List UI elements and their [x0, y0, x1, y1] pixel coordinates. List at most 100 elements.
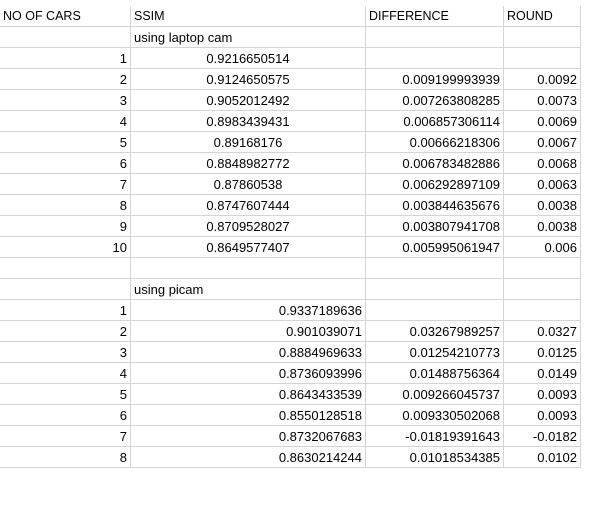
- table-row: 1 0.9216650514: [0, 48, 598, 69]
- table-row: 5 0.8643433539 0.009266045737 0.0093: [0, 384, 598, 405]
- cell-round[interactable]: 0.0038: [504, 195, 581, 216]
- cell-empty[interactable]: [0, 258, 131, 279]
- cell-no-of-cars[interactable]: 3: [0, 342, 131, 363]
- section-label[interactable]: using laptop cam: [131, 27, 366, 48]
- cell-difference[interactable]: 0.009330502068: [366, 405, 504, 426]
- cell-no-of-cars[interactable]: 7: [0, 426, 131, 447]
- cell-difference[interactable]: 0.009266045737: [366, 384, 504, 405]
- cell-round[interactable]: 0.0327: [504, 321, 581, 342]
- cell-round[interactable]: 0.0068: [504, 153, 581, 174]
- cell-round[interactable]: -0.0182: [504, 426, 581, 447]
- cell-ssim[interactable]: 0.8550128518: [131, 405, 366, 426]
- header-round[interactable]: ROUND: [504, 6, 581, 27]
- cell-ssim[interactable]: 0.8983439431: [131, 111, 366, 132]
- table-row: 6 0.8848982772 0.006783482886 0.0068: [0, 153, 598, 174]
- table-row: 8 0.8630214244 0.01018534385 0.0102: [0, 447, 598, 468]
- cell-difference[interactable]: 0.006783482886: [366, 153, 504, 174]
- table-row: 3 0.8884969633 0.01254210773 0.0125: [0, 342, 598, 363]
- cell-no-of-cars[interactable]: 8: [0, 447, 131, 468]
- cell-difference[interactable]: [366, 300, 504, 321]
- cell-round[interactable]: 0.0093: [504, 384, 581, 405]
- cell-difference[interactable]: 0.01488756364: [366, 363, 504, 384]
- cell-ssim[interactable]: 0.8884969633: [131, 342, 366, 363]
- cell-difference[interactable]: 0.009199993939: [366, 69, 504, 90]
- cell-round[interactable]: [504, 300, 581, 321]
- cell-difference[interactable]: [366, 48, 504, 69]
- cell-ssim[interactable]: 0.89168176: [131, 132, 366, 153]
- cell-no-of-cars[interactable]: 1: [0, 48, 131, 69]
- cell-no-of-cars[interactable]: 6: [0, 405, 131, 426]
- cell-ssim[interactable]: 0.8649577407: [131, 237, 366, 258]
- cell-round[interactable]: 0.0092: [504, 69, 581, 90]
- cell-no-of-cars[interactable]: 1: [0, 300, 131, 321]
- cell-ssim[interactable]: 0.9337189636: [131, 300, 366, 321]
- cell-round[interactable]: [504, 48, 581, 69]
- table-row: 2 0.9124650575 0.009199993939 0.0092: [0, 69, 598, 90]
- cell-round[interactable]: 0.006: [504, 237, 581, 258]
- cell-empty[interactable]: [504, 27, 581, 48]
- cell-ssim[interactable]: 0.8747607444: [131, 195, 366, 216]
- cell-no-of-cars[interactable]: 3: [0, 90, 131, 111]
- cell-empty[interactable]: [504, 258, 581, 279]
- table-row: 8 0.8747607444 0.003844635676 0.0038: [0, 195, 598, 216]
- cell-ssim[interactable]: 0.8643433539: [131, 384, 366, 405]
- cell-ssim[interactable]: 0.9052012492: [131, 90, 366, 111]
- cell-round[interactable]: 0.0125: [504, 342, 581, 363]
- cell-ssim[interactable]: 0.8709528027: [131, 216, 366, 237]
- cell-round[interactable]: 0.0063: [504, 174, 581, 195]
- cell-empty[interactable]: [0, 27, 131, 48]
- table-row: 4 0.8983439431 0.006857306114 0.0069: [0, 111, 598, 132]
- cell-difference[interactable]: 0.00666218306: [366, 132, 504, 153]
- cell-no-of-cars[interactable]: 7: [0, 174, 131, 195]
- cell-no-of-cars[interactable]: 5: [0, 132, 131, 153]
- cell-difference[interactable]: 0.006857306114: [366, 111, 504, 132]
- table-row: 7 0.8732067683 -0.01819391643 -0.0182: [0, 426, 598, 447]
- cell-difference[interactable]: 0.03267989257: [366, 321, 504, 342]
- cell-ssim[interactable]: 0.8848982772: [131, 153, 366, 174]
- cell-empty[interactable]: [131, 258, 366, 279]
- cell-ssim[interactable]: 0.8736093996: [131, 363, 366, 384]
- header-ssim[interactable]: SSIM: [131, 6, 366, 27]
- cell-difference[interactable]: 0.01018534385: [366, 447, 504, 468]
- cell-difference[interactable]: -0.01819391643: [366, 426, 504, 447]
- cell-round[interactable]: 0.0102: [504, 447, 581, 468]
- cell-difference[interactable]: 0.003807941708: [366, 216, 504, 237]
- section-label-row: using laptop cam: [0, 27, 598, 48]
- cell-ssim[interactable]: 0.87860538: [131, 174, 366, 195]
- cell-no-of-cars[interactable]: 6: [0, 153, 131, 174]
- cell-empty[interactable]: [366, 279, 504, 300]
- cell-no-of-cars[interactable]: 8: [0, 195, 131, 216]
- cell-empty[interactable]: [504, 279, 581, 300]
- cell-difference[interactable]: 0.003844635676: [366, 195, 504, 216]
- cell-ssim[interactable]: 0.9216650514: [131, 48, 366, 69]
- cell-round[interactable]: 0.0093: [504, 405, 581, 426]
- cell-difference[interactable]: 0.01254210773: [366, 342, 504, 363]
- cell-ssim[interactable]: 0.901039071: [131, 321, 366, 342]
- cell-no-of-cars[interactable]: 9: [0, 216, 131, 237]
- header-no-of-cars[interactable]: NO OF CARS: [0, 6, 131, 27]
- cell-round[interactable]: 0.0067: [504, 132, 581, 153]
- cell-round[interactable]: 0.0073: [504, 90, 581, 111]
- cell-empty[interactable]: [366, 258, 504, 279]
- header-difference[interactable]: DIFFERENCE: [366, 6, 504, 27]
- cell-difference[interactable]: 0.005995061947: [366, 237, 504, 258]
- cell-difference[interactable]: 0.007263808285: [366, 90, 504, 111]
- cell-no-of-cars[interactable]: 2: [0, 321, 131, 342]
- cell-ssim[interactable]: 0.8630214244: [131, 447, 366, 468]
- cell-difference[interactable]: 0.006292897109: [366, 174, 504, 195]
- cell-no-of-cars[interactable]: 10: [0, 237, 131, 258]
- cell-empty[interactable]: [366, 27, 504, 48]
- cell-no-of-cars[interactable]: 2: [0, 69, 131, 90]
- section-label[interactable]: using picam: [131, 279, 366, 300]
- table-row: 2 0.901039071 0.03267989257 0.0327: [0, 321, 598, 342]
- cell-ssim[interactable]: 0.9124650575: [131, 69, 366, 90]
- cell-no-of-cars[interactable]: 4: [0, 363, 131, 384]
- table-row: 1 0.9337189636: [0, 300, 598, 321]
- cell-no-of-cars[interactable]: 5: [0, 384, 131, 405]
- cell-no-of-cars[interactable]: 4: [0, 111, 131, 132]
- cell-round[interactable]: 0.0149: [504, 363, 581, 384]
- cell-ssim[interactable]: 0.8732067683: [131, 426, 366, 447]
- cell-round[interactable]: 0.0069: [504, 111, 581, 132]
- cell-empty[interactable]: [0, 279, 131, 300]
- cell-round[interactable]: 0.0038: [504, 216, 581, 237]
